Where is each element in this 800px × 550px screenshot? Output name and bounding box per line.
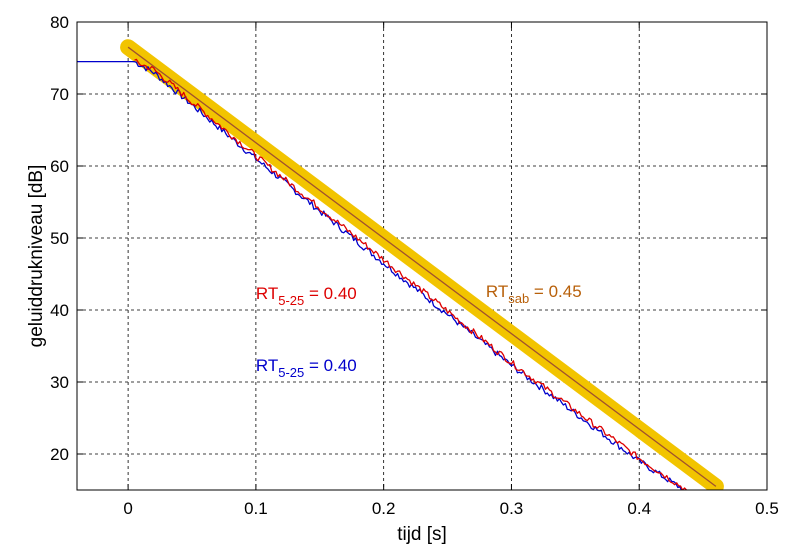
series-layer (77, 39, 724, 490)
x-tick-label: 0.1 (244, 499, 268, 518)
series-line-3 (134, 58, 687, 490)
y-axis-label: geluiddrukniveau [dB] (26, 165, 47, 348)
x-tick-label: 0 (123, 499, 132, 518)
rt-annotation-0: RT5-25 = 0.40 (256, 284, 357, 308)
y-tick-label: 20 (50, 445, 69, 464)
y-axis-ticks: 20 30 40 50 60 70 80 (50, 13, 767, 464)
y-tick-label: 30 (50, 373, 69, 392)
y-tick-label: 40 (50, 301, 69, 320)
x-tick-label: 0.5 (755, 499, 779, 518)
rt-annotation-1: RT5-25 = 0.40 (256, 356, 357, 380)
x-tick-label: 0.4 (627, 499, 651, 518)
series-line-1 (127, 46, 717, 487)
rt-annotation-2: RTsab = 0.45 (486, 282, 582, 306)
y-tick-label: 80 (50, 13, 69, 32)
x-axis-ticks: 0 0.1 0.2 0.3 0.4 0.5 (123, 22, 779, 518)
x-tick-label: 0.3 (500, 499, 524, 518)
y-tick-label: 50 (50, 229, 69, 248)
annotations: RT5-25 = 0.40 RT5-25 = 0.40 RTsab = 0.45 (256, 282, 582, 380)
x-axis-label: tijd [s] (397, 524, 447, 545)
plot-frame (76, 21, 768, 491)
y-tick-label: 70 (50, 85, 69, 104)
series-line-2 (77, 60, 684, 490)
y-tick-label: 60 (50, 157, 69, 176)
x-tick-label: 0.2 (372, 499, 396, 518)
